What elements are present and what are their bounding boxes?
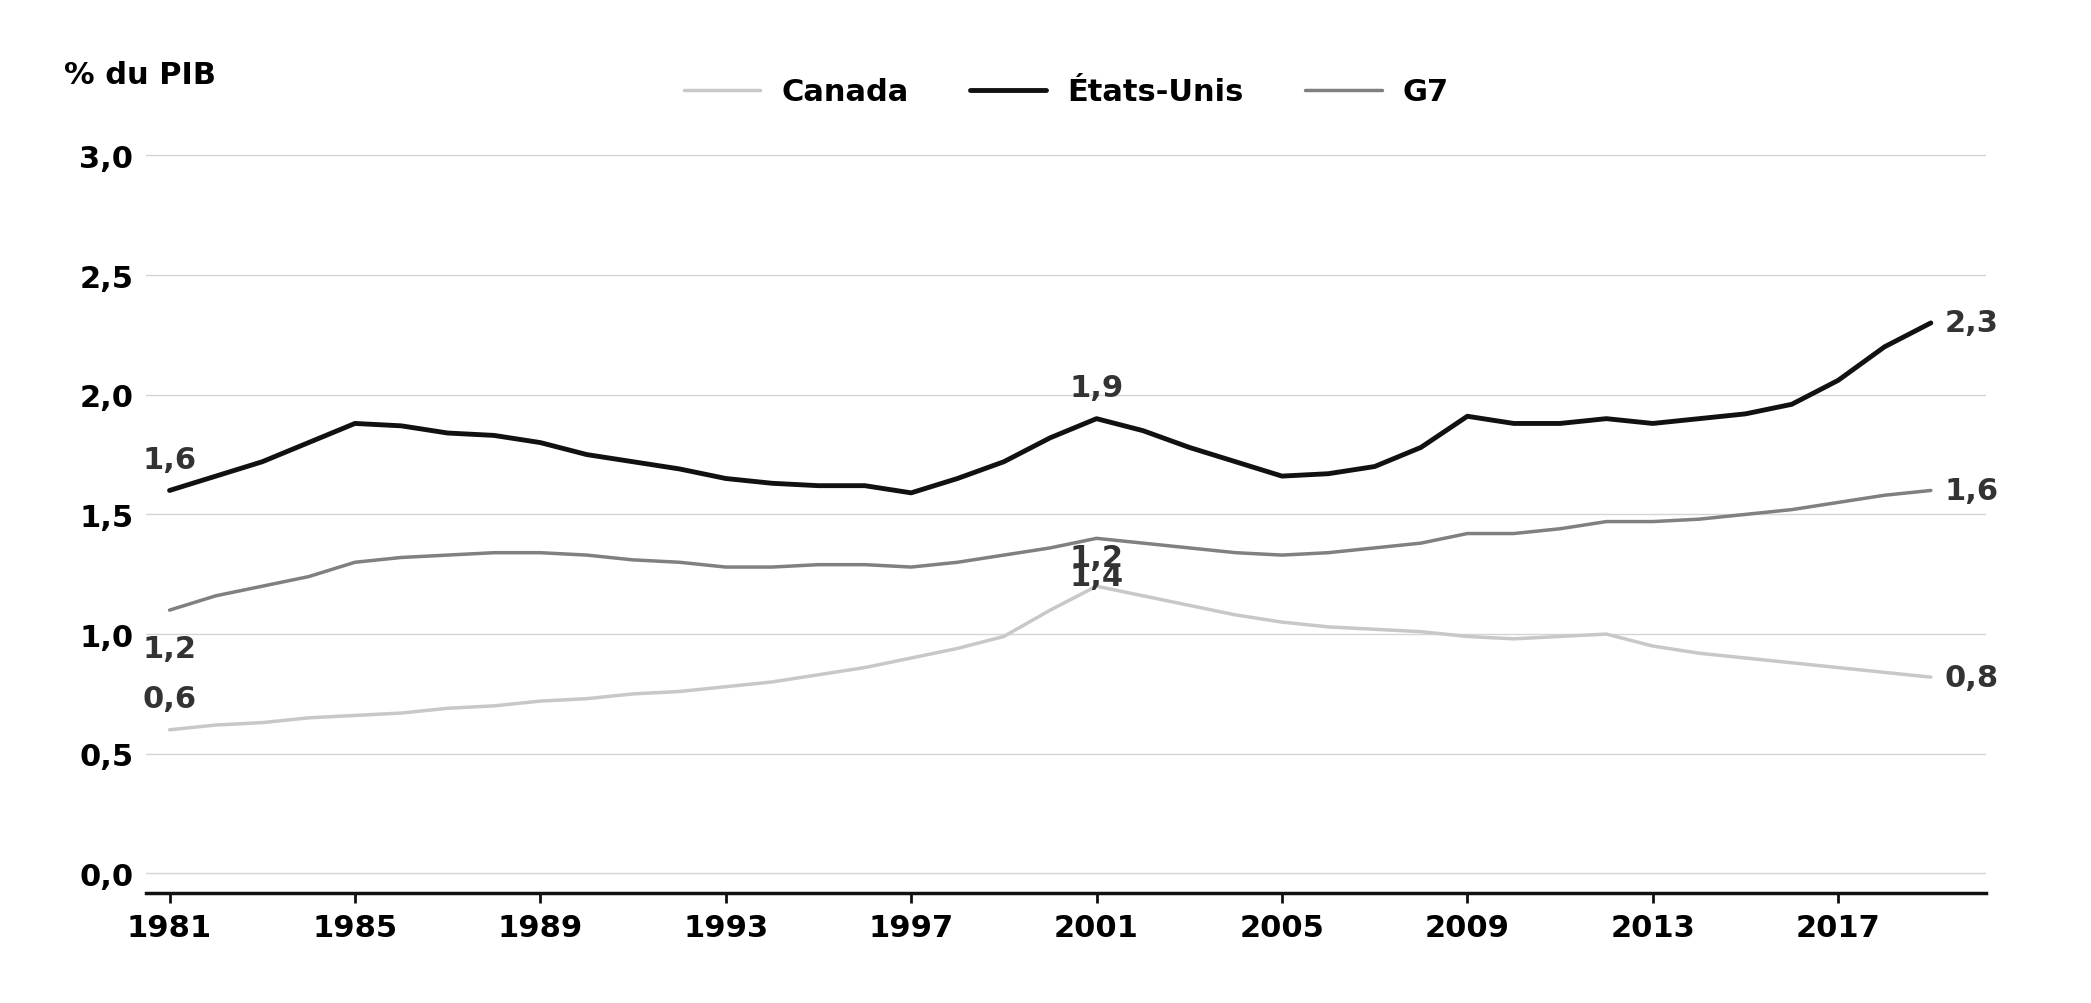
Text: 2,3: 2,3: [1945, 309, 1999, 338]
Text: 1,6: 1,6: [142, 445, 197, 474]
Text: 1,9: 1,9: [1069, 373, 1123, 402]
Text: 1,4: 1,4: [1069, 563, 1123, 592]
Text: 1,2: 1,2: [1069, 544, 1123, 573]
Text: 1,6: 1,6: [1945, 476, 1999, 506]
Text: 0,6: 0,6: [142, 684, 197, 713]
Text: % du PIB: % du PIB: [63, 60, 215, 89]
Legend: Canada, États-Unis, G7: Canada, États-Unis, G7: [671, 66, 1462, 119]
Text: 1,2: 1,2: [142, 635, 197, 663]
Text: 0,8: 0,8: [1945, 663, 1999, 692]
